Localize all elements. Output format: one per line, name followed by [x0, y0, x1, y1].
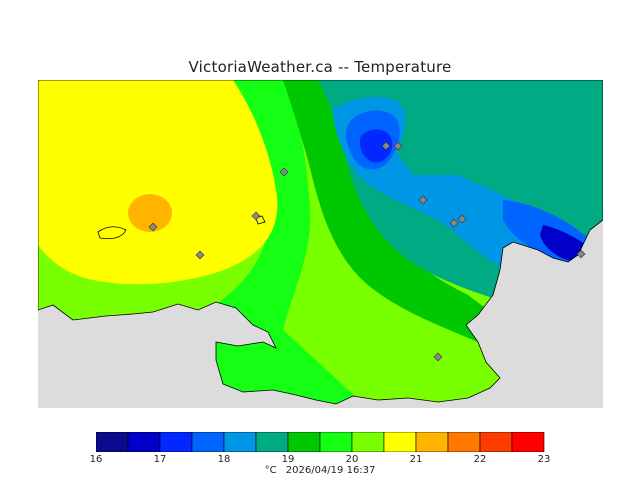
- scale-swatch: [319, 432, 353, 452]
- scale-swatch: [351, 432, 385, 452]
- scale-swatch: [415, 432, 449, 452]
- scale-swatch: [383, 432, 417, 452]
- scale-swatch: [159, 432, 193, 452]
- contour-14-15: [359, 129, 393, 163]
- scale-tick-label: 23: [537, 454, 551, 465]
- scale-tick-label: 20: [345, 454, 359, 465]
- color-scale: [96, 432, 545, 452]
- scale-swatch: [447, 432, 481, 452]
- scale-swatch: [511, 432, 545, 452]
- scale-tick-label: 21: [409, 454, 423, 465]
- station-marker: [576, 249, 586, 259]
- station-marker: [279, 167, 289, 177]
- scale-tick-label: 17: [153, 454, 167, 465]
- station-marker: [449, 218, 459, 228]
- coastlines: [38, 80, 603, 405]
- station-marker: [393, 141, 403, 151]
- station-marker: [251, 211, 261, 221]
- scale-tick-label: 16: [89, 454, 103, 465]
- scale-swatch: [287, 432, 321, 452]
- temperature-map: [38, 80, 603, 408]
- weather-stations: [148, 141, 586, 362]
- station-marker: [457, 214, 467, 224]
- timestamp-label: 2026/04/19 16:37: [285, 465, 376, 476]
- scale-swatch: [479, 432, 513, 452]
- station-marker: [381, 141, 391, 151]
- contour-east-coldest: [540, 225, 590, 262]
- scale-swatch: [223, 432, 257, 452]
- contour-20-21: [38, 80, 278, 285]
- station-marker: [418, 195, 428, 205]
- station-marker: [433, 352, 443, 362]
- scale-tick-label: 19: [281, 454, 295, 465]
- page-title: VictoriaWeather.ca -- Temperature: [188, 58, 452, 76]
- contour-19-20: [38, 80, 368, 404]
- scale-swatch: [255, 432, 289, 452]
- scale-tick-label: 22: [473, 454, 487, 465]
- scale-swatch: [127, 432, 161, 452]
- contour-21-22: [128, 194, 172, 232]
- scale-swatch: [191, 432, 225, 452]
- scale-tick-label: 18: [217, 454, 231, 465]
- station-marker: [195, 250, 205, 260]
- unit-label: °C: [264, 465, 277, 476]
- legend-footer: °C 2026/04/19 16:37: [0, 465, 640, 476]
- contour-18-19: [283, 80, 508, 342]
- station-marker: [148, 222, 158, 232]
- scale-swatch: [96, 432, 129, 452]
